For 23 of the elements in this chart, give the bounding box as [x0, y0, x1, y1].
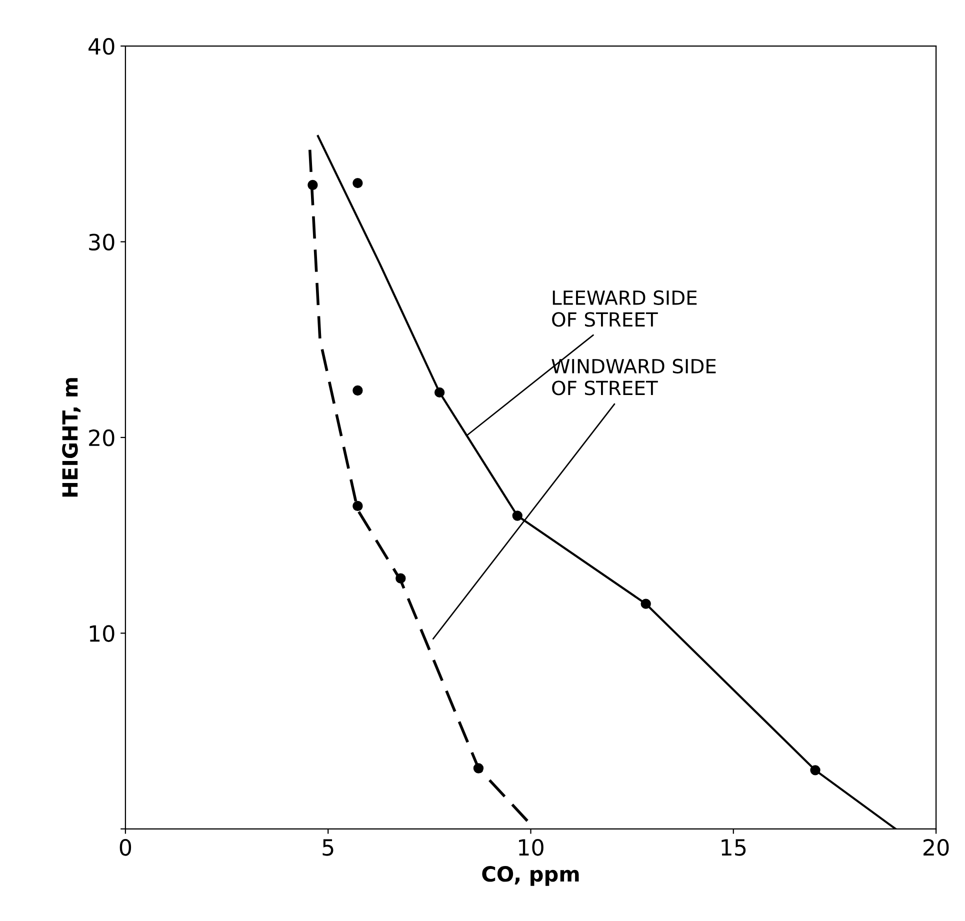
point: [352, 178, 363, 188]
point: [810, 765, 820, 776]
x-tick-label: 10: [519, 839, 544, 856]
point: [512, 510, 522, 521]
x-tick-label: 0: [120, 839, 132, 856]
y-tick-label: 10: [90, 625, 114, 642]
annotation: WINDWARD SIDE OF STREET: [552, 358, 716, 396]
point: [352, 385, 363, 396]
point: [640, 598, 651, 609]
y-tick-label: 40: [88, 38, 114, 55]
point: [434, 387, 445, 398]
x-tick-label: 15: [722, 839, 746, 856]
y-tick-label: 20: [89, 429, 114, 446]
point: [352, 500, 363, 512]
x-axis-title: CO, ppm: [482, 866, 579, 886]
point: [473, 763, 484, 774]
y-axis-title: HEIGHT, m: [62, 378, 81, 497]
x-tick-label: 5: [322, 839, 334, 856]
point: [396, 573, 406, 584]
annotation: LEEWARD SIDE OF STREET: [552, 290, 697, 327]
x-tick-label: 20: [924, 839, 949, 856]
y-tick-label: 30: [89, 234, 114, 251]
point: [308, 180, 318, 190]
